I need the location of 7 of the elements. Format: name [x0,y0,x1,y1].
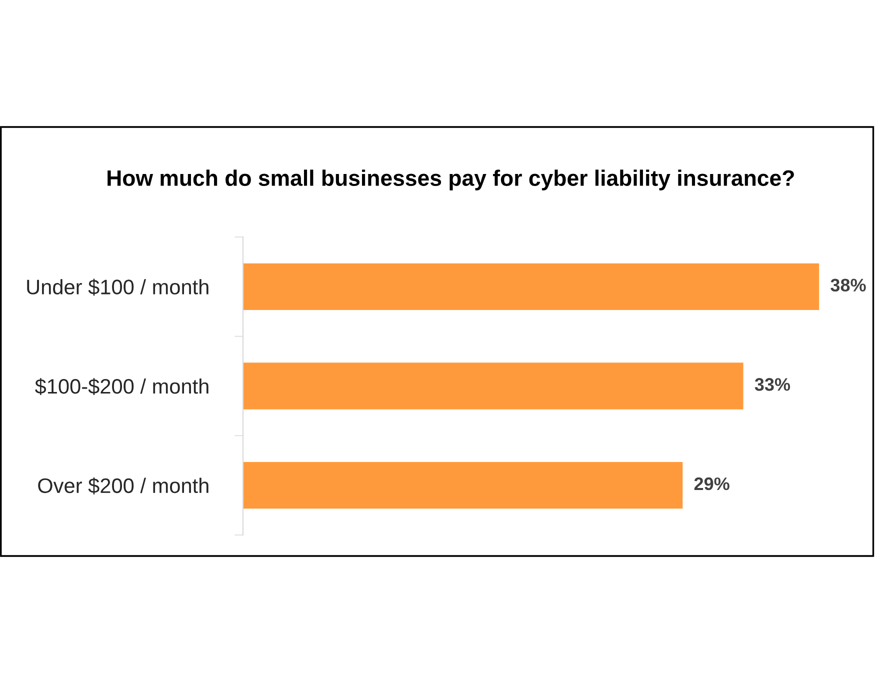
y-tick-label: Over $200 / month [38,477,208,494]
y-tick-label: Under $100 / month [27,278,208,296]
data-label: 29% [694,477,730,490]
data-label: 33% [754,378,790,391]
chart-title: How much do small businesses pay for cyber liability insurance? [108,170,794,190]
y-tick-label: $100-$200 / month [35,378,208,395]
data-label: 38% [830,278,866,292]
